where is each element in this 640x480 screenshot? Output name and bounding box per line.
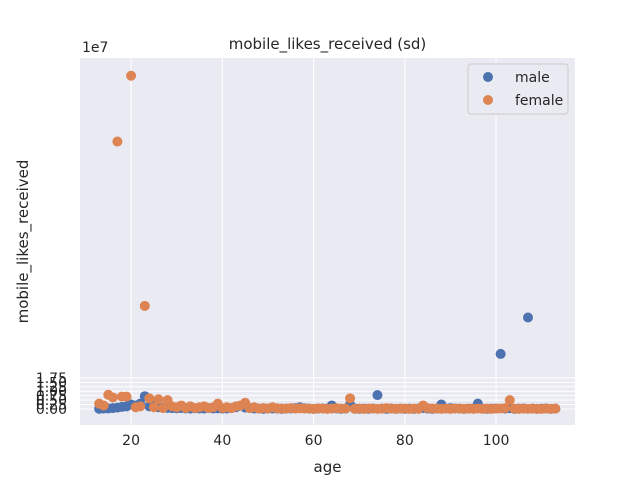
legend-box bbox=[467, 63, 569, 115]
data-point-female bbox=[504, 395, 515, 406]
y-axis-label: mobile_likes_received bbox=[14, 160, 33, 324]
data-point-female bbox=[112, 136, 123, 147]
x-tick-label: 60 bbox=[305, 433, 323, 449]
legend-label-male: male bbox=[515, 70, 550, 86]
data-point-female bbox=[144, 393, 155, 404]
data-point-female bbox=[139, 300, 150, 311]
data-point-female bbox=[121, 391, 132, 402]
legend-marker-female bbox=[483, 95, 493, 105]
y-tick-label: 0.00 bbox=[36, 402, 67, 418]
data-point-female bbox=[135, 401, 146, 412]
y-tick-label: 0.50 bbox=[36, 393, 67, 409]
y-tick-label: 1.75 bbox=[36, 371, 67, 387]
legend: male female bbox=[467, 63, 569, 115]
x-tick-labels: 20 40 60 80 100 bbox=[122, 433, 509, 449]
y-scale-note: 1e7 bbox=[82, 40, 108, 56]
data-points bbox=[94, 70, 561, 414]
y-tick-label: 0.25 bbox=[36, 398, 67, 414]
x-tick-label: 100 bbox=[483, 433, 510, 449]
data-point-female bbox=[98, 400, 109, 411]
data-point-female bbox=[500, 403, 511, 414]
legend-label-female: female bbox=[515, 93, 563, 109]
data-point-female bbox=[345, 393, 356, 404]
data-point-male bbox=[372, 390, 383, 401]
x-tick-label: 40 bbox=[213, 433, 231, 449]
y-tick-label: 1.25 bbox=[36, 380, 67, 396]
y-tick-label: 1.00 bbox=[36, 384, 67, 400]
data-point-male bbox=[523, 312, 534, 323]
y-tick-labels: 0.000.250.500.751.001.251.501.75 bbox=[36, 371, 67, 418]
y-tick-label: 1.50 bbox=[36, 375, 67, 391]
y-tick-label: 0.75 bbox=[36, 389, 67, 405]
data-point-female bbox=[158, 403, 169, 414]
data-point-female bbox=[148, 402, 159, 413]
legend-marker-male bbox=[483, 72, 493, 82]
x-axis-label: age bbox=[314, 458, 342, 476]
data-point-female bbox=[153, 394, 164, 405]
data-point-male bbox=[495, 348, 506, 359]
x-tick-label: 80 bbox=[396, 433, 414, 449]
data-point-female bbox=[107, 392, 118, 403]
data-point-female bbox=[550, 403, 561, 414]
plot-background bbox=[80, 58, 575, 425]
data-point-female bbox=[126, 70, 137, 81]
chart-title: mobile_likes_received (sd) bbox=[229, 35, 427, 54]
data-point-female bbox=[340, 403, 351, 414]
x-tick-label: 20 bbox=[122, 433, 140, 449]
